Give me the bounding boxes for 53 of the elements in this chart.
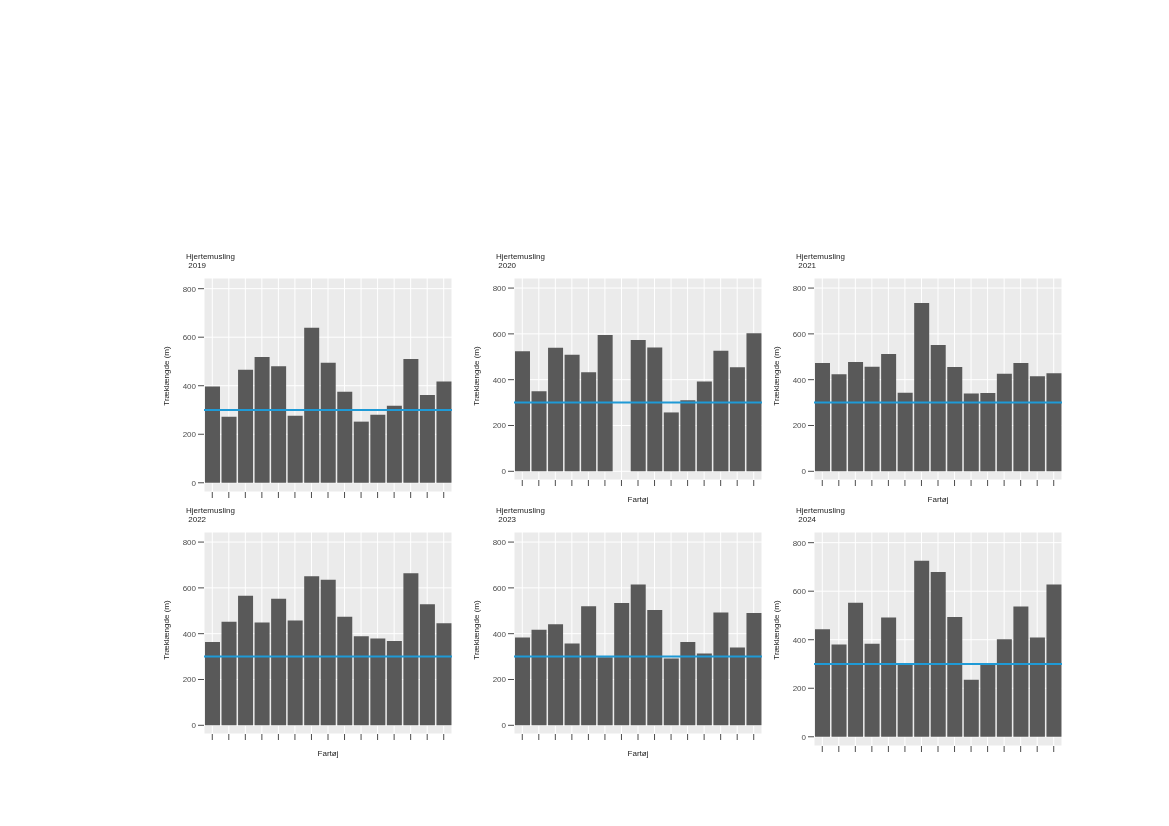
y-tick-label: 600	[792, 587, 807, 597]
y-tick-label: 200	[792, 684, 807, 694]
y-tick-label: 400	[792, 375, 807, 385]
y-tick-label: 200	[492, 675, 507, 685]
y-tick-label: 600	[492, 583, 507, 593]
y-axis-title: Træklængde (m)	[771, 346, 781, 406]
x-axis-title: Fartøj	[627, 749, 649, 758]
chart-title: Hjertemusling	[496, 252, 545, 261]
y-tick-label: 800	[492, 537, 507, 547]
y-tick-label: 400	[182, 629, 197, 639]
y-axis-title: Træklængde (m)	[771, 600, 781, 660]
y-tick-label: 600	[182, 333, 197, 343]
x-axis-title: Fartøj	[627, 495, 649, 504]
y-tick-label: 800	[182, 537, 197, 547]
y-tick-label: 0	[191, 721, 197, 731]
x-axis-title: Fartøj	[927, 495, 949, 504]
y-tick-label: 800	[492, 283, 507, 293]
y-tick-label: 600	[492, 329, 507, 339]
y-tick-label: 0	[501, 467, 507, 477]
y-axis-title: Træklængde (m)	[471, 346, 481, 406]
y-tick-label: 600	[792, 329, 807, 339]
y-tick-label: 600	[182, 583, 197, 593]
y-tick-label: 200	[182, 430, 197, 440]
y-tick-label: 400	[792, 635, 807, 645]
chart-subtitle: 2021	[797, 261, 818, 270]
y-axis-title: Træklængde (m)	[471, 600, 481, 660]
y-tick-label: 400	[182, 381, 197, 391]
y-tick-label: 800	[182, 284, 197, 294]
y-tick-label: 200	[792, 421, 807, 431]
x-axis-title: Fartøj	[317, 749, 339, 758]
y-tick-label: 800	[792, 283, 807, 293]
y-tick-label: 400	[492, 629, 507, 639]
y-tick-label: 0	[501, 721, 507, 731]
chart-subtitle: 2023	[497, 515, 518, 524]
chart-title: Hjertemusling	[796, 506, 845, 515]
chart-subtitle: 2020	[497, 261, 518, 270]
y-tick-label: 200	[182, 675, 197, 685]
chart-title: Hjertemusling	[496, 506, 545, 515]
chart-title: Hjertemusling	[186, 252, 235, 261]
bar	[597, 335, 613, 472]
chart-subtitle: 2019	[187, 261, 208, 270]
chart-subtitle: 2024	[797, 515, 818, 524]
y-tick-label: 400	[492, 375, 507, 385]
y-tick-label: 200	[492, 421, 507, 431]
chart-subtitle: 2022	[187, 515, 208, 524]
chart-title: Hjertemusling	[186, 506, 235, 515]
y-axis-title: Træklængde (m)	[161, 346, 171, 406]
y-tick-label: 0	[801, 467, 807, 477]
y-tick-label: 0	[801, 732, 807, 742]
y-tick-label: 800	[792, 538, 807, 548]
chart-title: Hjertemusling	[796, 252, 845, 261]
y-tick-label: 0	[191, 478, 197, 488]
y-axis-title: Træklængde (m)	[161, 600, 171, 660]
